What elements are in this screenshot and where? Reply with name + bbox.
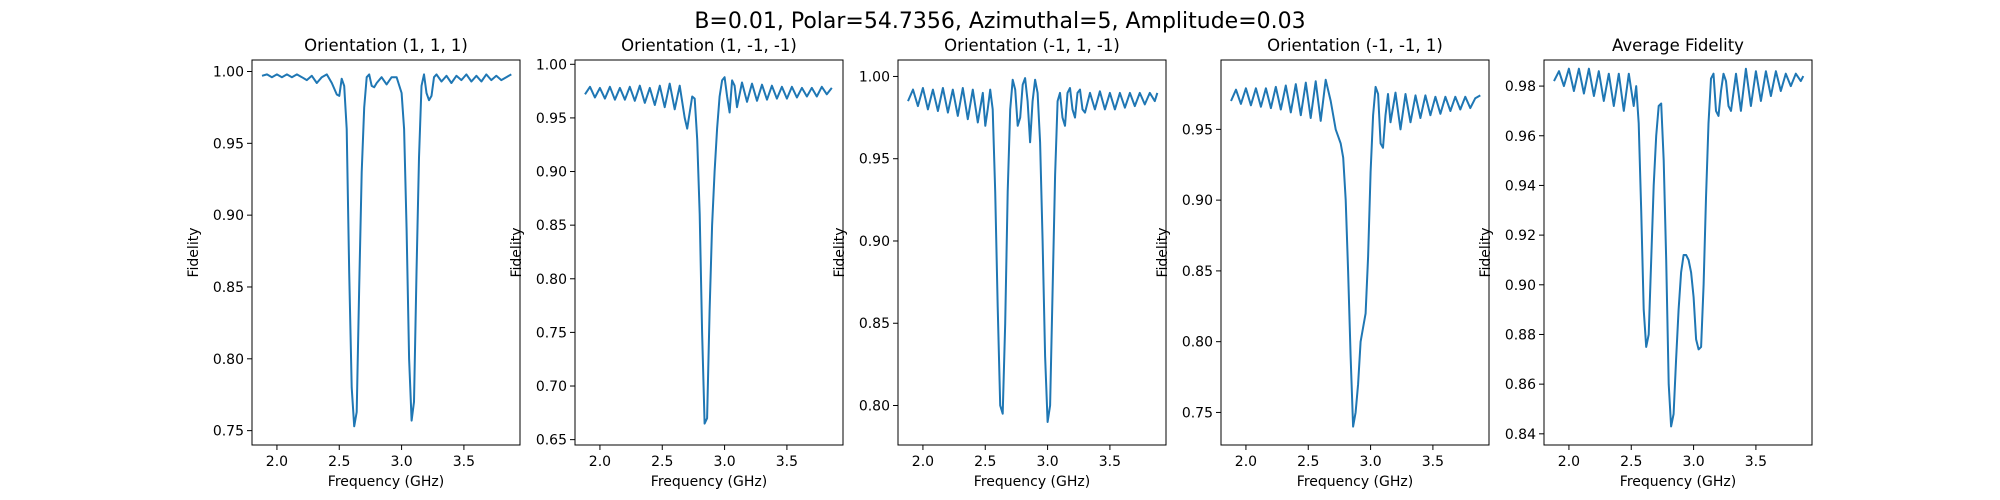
x-tick-label: 3.5 [1745,454,1767,470]
y-tick-label: 0.90 [1182,193,1213,209]
y-tick-label: 1.00 [536,57,567,73]
x-tick-label: 2.5 [651,454,673,470]
y-tick-label: 0.80 [213,352,244,368]
y-tick-label: 1.00 [213,64,244,80]
x-tick-label: 3.5 [1099,454,1121,470]
figure-suptitle: B=0.01, Polar=54.7356, Azimuthal=5, Ampl… [694,9,1305,34]
axes-frame [897,59,1167,446]
y-axis-label: Fidelity [1155,228,1171,278]
panel-title: Orientation (1, -1, -1) [621,36,797,55]
x-tick-label: 2.5 [1620,454,1642,470]
y-tick-label: 0.75 [213,424,244,440]
x-tick-label: 2.5 [974,454,996,470]
y-tick-label: 0.95 [536,111,567,127]
panel-title: Orientation (1, 1, 1) [304,36,468,55]
y-tick-label: 0.95 [859,152,890,168]
series-line [261,73,512,428]
panel-title: Average Fidelity [1612,36,1744,55]
chart-panel-4: Orientation (-1, -1, 1) 2.0 2.5 3.0 3.5 0.75 0… [1155,36,1490,490]
y-tick-label: 0.84 [1505,427,1536,443]
y-tick-label: 0.86 [1505,377,1536,393]
y-axis-label: Fidelity [509,228,525,278]
x-tick-label: 2.0 [912,454,934,470]
x-axis-label: Frequency (GHz) [1620,474,1736,490]
x-axis-label: Frequency (GHz) [974,474,1090,490]
x-tick-label: 3.5 [776,454,798,470]
y-tick-label: 0.85 [536,218,567,234]
y-tick-label: 0.98 [1505,79,1536,95]
x-tick-label: 2.0 [1235,454,1257,470]
x-tick-label: 3.0 [1036,454,1058,470]
y-axis-label: Fidelity [186,228,202,278]
y-tick-label: 1.00 [859,69,890,85]
x-tick-label: 2.0 [1558,454,1580,470]
x-tick-label: 3.0 [1359,454,1381,470]
y-tick-label: 0.75 [1182,405,1213,421]
x-tick-label: 2.0 [589,454,611,470]
series-line [584,76,833,425]
x-axis-label: Frequency (GHz) [651,474,767,490]
y-tick-label: 0.88 [1505,327,1536,343]
y-axis-label: Fidelity [1478,228,1494,278]
x-axis-label: Frequency (GHz) [328,474,444,490]
y-axis-label: Fidelity [832,228,848,278]
x-tick-label: 3.5 [1422,454,1444,470]
chart-panel-2: Orientation (1, -1, -1) 2.0 2.5 3.0 3.5 0.65 0… [509,36,844,490]
y-tick-label: 0.94 [1505,178,1536,194]
y-tick-label: 0.90 [1505,278,1536,294]
y-tick-label: 0.65 [536,433,567,449]
y-tick-label: 0.85 [213,280,244,296]
series-line [1553,67,1805,428]
chart-panel-1: Orientation (1, 1, 1) 2.0 2.5 3.0 3.5 0.75 0.8… [186,36,521,490]
x-tick-label: 3.0 [390,454,412,470]
y-tick-label: 0.90 [859,234,890,250]
y-tick-label: 0.95 [213,136,244,152]
y-tick-label: 0.90 [213,208,244,224]
y-tick-label: 0.80 [859,399,890,415]
panel-title: Orientation (-1, -1, 1) [1267,36,1443,55]
panel-title: Orientation (-1, 1, -1) [944,36,1120,55]
panels: Orientation (1, 1, 1) 2.0 2.5 3.0 3.5 0.75 0.8… [186,36,1813,490]
y-tick-label: 0.95 [1182,122,1213,138]
series-line [1230,78,1481,428]
y-tick-label: 0.70 [536,379,567,395]
y-tick-label: 0.80 [536,272,567,288]
chart-panel-5: Average Fidelity 2.0 2.5 3.0 3.5 0.84 0.86 0.88… [1478,36,1813,490]
x-tick-label: 3.0 [713,454,735,470]
y-tick-label: 0.90 [536,165,567,181]
y-tick-label: 0.85 [1182,264,1213,280]
axes-frame [1543,59,1813,446]
series-line [907,77,1159,423]
chart-panel-3: Orientation (-1, 1, -1) 2.0 2.5 3.0 3.5 0.80 0… [832,36,1167,490]
axes-frame [251,59,521,446]
x-tick-label: 3.0 [1682,454,1704,470]
x-tick-label: 2.0 [266,454,288,470]
x-axis-label: Frequency (GHz) [1297,474,1413,490]
y-tick-label: 0.96 [1505,129,1536,145]
axes-frame [574,59,844,446]
axes-frame [1220,59,1490,446]
y-tick-label: 0.80 [1182,335,1213,351]
x-tick-label: 2.5 [1297,454,1319,470]
y-tick-label: 0.85 [859,316,890,332]
y-tick-label: 0.75 [536,325,567,341]
x-tick-label: 3.5 [453,454,475,470]
y-tick-label: 0.92 [1505,228,1536,244]
x-tick-label: 2.5 [328,454,350,470]
